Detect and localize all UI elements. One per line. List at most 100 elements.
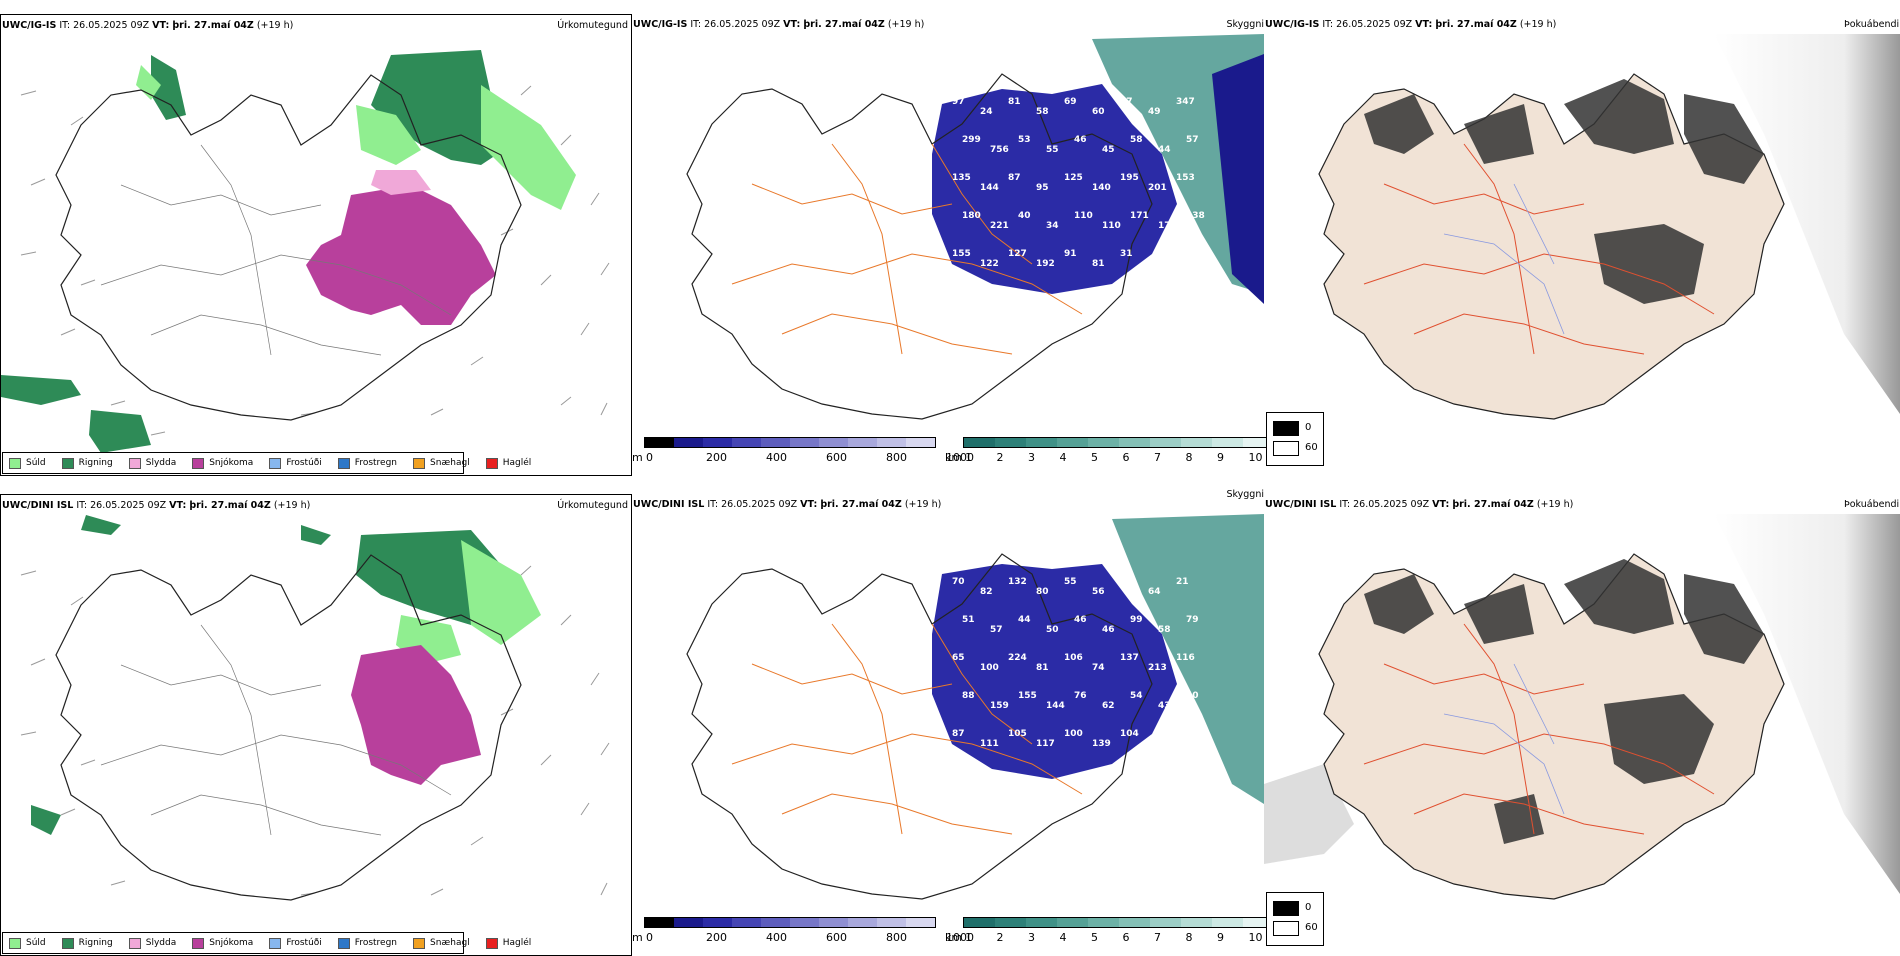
scale-cell <box>1212 438 1243 447</box>
legend-item: Frostúði <box>269 457 322 469</box>
legend-swatch <box>9 937 21 949</box>
cloud-base-panel-1: UWC/IG-IS IT: 26.05.2025 09Z VT: þri. 27… <box>632 14 1275 476</box>
sea-cloud <box>1212 54 1264 304</box>
legend-item: Snæhagl <box>413 937 470 949</box>
road-network <box>100 624 452 836</box>
cloud-base-label: 159 <box>990 701 1009 711</box>
scale-tick: 6 <box>1122 931 1130 944</box>
scale-cell <box>674 438 703 447</box>
cloud-base-label: 132 <box>1008 577 1027 587</box>
scale-cell <box>1150 918 1181 927</box>
scale-cell <box>819 918 848 927</box>
cloud-base-label: 92 <box>1176 729 1189 739</box>
fog-index-panel-2: UWC/DINI ISL IT: 26.05.2025 09Z VT: þri.… <box>1264 494 1900 956</box>
wind-barbs <box>20 85 610 436</box>
legend-swatch <box>9 457 21 469</box>
cloud-base-label: 79 <box>1186 615 1199 625</box>
cloud-base-label: 51 <box>962 615 975 625</box>
cloud-base-label: 171 <box>1130 211 1149 221</box>
scale-tick: 800 <box>886 931 907 944</box>
scale-cell <box>848 438 877 447</box>
cloud-base-label: 125 <box>1064 173 1083 183</box>
cloud-base-label: 81 <box>1092 259 1105 269</box>
drizzle-area <box>396 540 541 665</box>
cloud-base-label: 47 <box>1120 97 1133 107</box>
cloud-base-label: 99 <box>1130 615 1143 625</box>
legend-item: Frostregn <box>337 457 397 469</box>
legend-label: Rigning <box>78 938 113 948</box>
legend-swatch <box>413 937 426 949</box>
scale-tick: 0 <box>646 931 653 944</box>
cloud-base-label: 50 <box>1046 625 1059 635</box>
legend-swatch <box>61 937 74 949</box>
precip-map <box>20 515 610 901</box>
cloud-base-label: 21 <box>1176 577 1189 587</box>
cloud-labels: 97 24 81 58 69 60 47 49 347 299 756 53 55 46 45 58 44 57 1… <box>952 97 1205 297</box>
cloud-base-label: 186 <box>962 767 981 777</box>
legend-item: Slydda <box>128 937 176 949</box>
scale-cell <box>1119 438 1150 447</box>
legend-label: Haglél <box>502 938 532 948</box>
sea-fog-southwest <box>1264 764 1354 864</box>
scale-tick: 6 <box>1122 451 1130 464</box>
cloud-base-label: 57 <box>990 625 1003 635</box>
precip-map <box>1 50 610 453</box>
scale-tick: 600 <box>826 451 847 464</box>
scale-tick: 1000 <box>946 451 974 464</box>
panel-header: UWC/IG-IS IT: 26.05.2025 09Z VT: þri. 27… <box>1265 19 1557 30</box>
legend-label: Súld <box>26 458 46 468</box>
legend-item: Súld <box>9 457 46 469</box>
cloud-map: 97 24 81 58 69 60 47 49 347 299 756 53 55 46 45 58 44 57 1… <box>686 34 1264 420</box>
cloud-base-label: 117 <box>1036 739 1055 749</box>
scale-cell <box>790 438 819 447</box>
rain-area <box>371 50 511 165</box>
scale-cell <box>674 918 703 927</box>
cloud-base-label: 55 <box>1046 145 1059 155</box>
legend-swatch <box>128 457 141 469</box>
scale-tick: 5 <box>1091 931 1098 944</box>
scale-cell <box>703 438 732 447</box>
cloud-base-scale: m 0 200 400 600 800 1000 <box>632 917 974 947</box>
fog-index-panel-1: UWC/IG-IS IT: 26.05.2025 09Z VT: þri. 27… <box>1264 14 1900 476</box>
scale-tick: 600 <box>826 931 847 944</box>
visibility-area <box>1112 514 1264 804</box>
cloud-base-label: 140 <box>1092 183 1111 193</box>
scale-cell <box>906 918 935 927</box>
legend-label: Haglél <box>502 458 532 468</box>
legend-swatch <box>485 457 498 469</box>
cloud-base-scale: m 0 200 400 600 800 1000 <box>632 437 974 467</box>
cloud-base-label: 54 <box>1130 691 1143 701</box>
cloud-base-label: 176 <box>1158 221 1177 231</box>
scale-cell <box>1243 438 1274 447</box>
snow-area <box>306 185 496 325</box>
rain-patch <box>31 515 331 835</box>
legend-item: Rigning <box>61 457 113 469</box>
cloud-base-label: 110 <box>1074 211 1093 221</box>
legend-item: Súld <box>9 937 46 949</box>
legend-swatch <box>413 457 426 469</box>
rain-patch <box>1 55 186 453</box>
legend-swatch <box>192 937 205 949</box>
cloud-base-label: 91 <box>1064 249 1077 259</box>
legend-swatch <box>192 457 205 469</box>
cloud-base-label: 138 <box>1186 211 1205 221</box>
cloud-base-label: 221 <box>990 221 1009 231</box>
legend-swatch <box>269 937 282 949</box>
panel-title: Þokuábendi <box>1844 19 1900 30</box>
road-network <box>1363 143 1715 355</box>
scale-cell <box>703 918 732 927</box>
cloud-base-label: 64 <box>1148 587 1161 597</box>
scale-tick: 1 <box>965 451 972 464</box>
cloud-base-label: 58 <box>1158 625 1171 635</box>
fog-dark-areas <box>1364 559 1764 844</box>
cloud-base-label: 347 <box>1176 97 1195 107</box>
fog-legend: 0 60 <box>1266 892 1324 946</box>
panel-header: UWC/DINI ISL IT: 26.05.2025 09Z VT: þri.… <box>1265 499 1574 510</box>
road-network <box>731 143 1083 355</box>
scale-tick: 2 <box>996 451 1004 464</box>
low-cloud-area <box>932 564 1177 779</box>
panel-title: Skyggni <box>1226 489 1264 500</box>
legend-label: Frostúði <box>286 938 322 948</box>
legend-item: Frostregn <box>337 937 397 949</box>
cloud-base-label: 135 <box>952 173 971 183</box>
